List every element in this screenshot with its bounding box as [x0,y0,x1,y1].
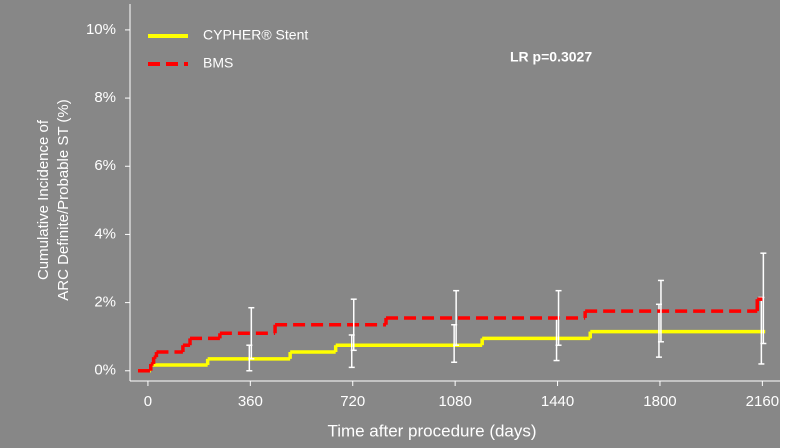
y-tick-label: 6% [94,157,116,174]
legend-label: BMS [203,55,233,71]
x-tick-label: 720 [340,393,365,410]
y-axis-label: Cumulative Incidence of [35,119,52,280]
y-tick-label: 4% [94,225,116,242]
legend-label: CYPHER® Stent [203,27,308,43]
x-tick-label: 1440 [541,393,574,410]
x-tick-label: 0 [144,393,152,410]
x-tick-label: 2160 [746,393,779,410]
x-tick-label: 1800 [643,393,676,410]
x-tick-label: 1080 [438,393,471,410]
y-tick-label: 8% [94,89,116,106]
x-tick-label: 360 [238,393,263,410]
y-axis-label: ARC Definite/Probable ST (%) [55,99,72,300]
annotation: LR p=0.3027 [510,49,592,65]
y-tick-label: 10% [86,21,116,38]
y-tick-label: 0% [94,362,116,379]
y-tick-label: 2% [94,294,116,311]
x-axis-label: Time after procedure (days) [327,421,536,440]
